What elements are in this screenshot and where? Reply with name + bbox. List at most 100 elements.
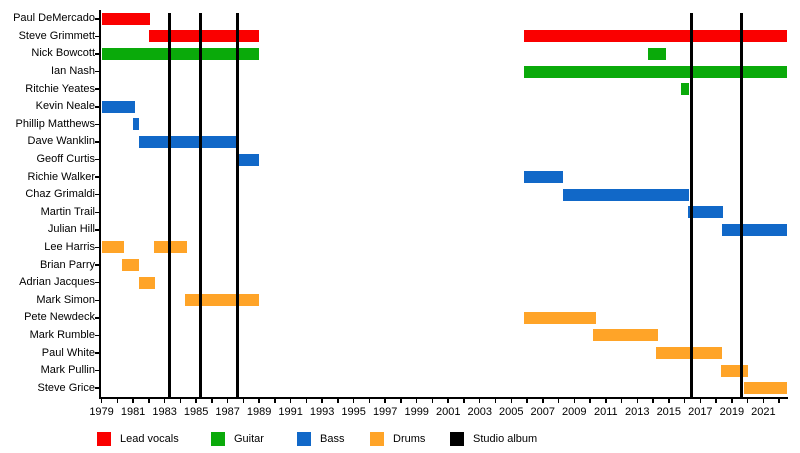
- studio-album-line: [690, 13, 694, 397]
- x-axis-tick: [636, 399, 639, 403]
- y-axis-tick: [95, 334, 99, 337]
- x-axis-tick: [337, 399, 339, 403]
- member-name-label: Ritchie Yeates: [25, 82, 95, 95]
- tenure-bar-bass: [101, 100, 135, 113]
- legend-label: Studio album: [473, 433, 538, 445]
- member-name-label: Phillip Matthews: [15, 117, 95, 130]
- x-axis-tick-label: 1991: [278, 406, 303, 418]
- x-axis-tick: [258, 399, 260, 403]
- x-axis-tick: [431, 399, 434, 403]
- x-axis-tick-label: 1983: [152, 406, 177, 418]
- legend-item-lead_vocals: Lead vocals: [97, 432, 179, 446]
- tenure-bar-guitar: [648, 47, 666, 60]
- member-name-label: Steve Grice: [37, 381, 95, 394]
- x-axis-tick: [195, 399, 197, 403]
- y-axis-tick: [95, 70, 99, 73]
- tenure-bar-bass: [687, 206, 724, 219]
- tenure-bar-guitar: [101, 47, 260, 60]
- x-axis-tick-label: 1981: [120, 406, 146, 418]
- x-axis-tick-label: 1997: [372, 406, 398, 418]
- x-axis-tick: [415, 399, 418, 403]
- tenure-bar-bass: [523, 171, 564, 184]
- x-axis-tick: [762, 399, 765, 403]
- tenure-bar-drums: [593, 329, 658, 342]
- tenure-bar-drums: [122, 259, 140, 272]
- x-axis-tick: [699, 399, 702, 403]
- tenure-bar-guitar: [523, 65, 787, 78]
- x-axis-line: [99, 397, 788, 399]
- y-axis-tick: [95, 281, 99, 284]
- member-name-label: Dave Wanklin: [27, 135, 95, 148]
- x-axis-tick: [242, 399, 245, 403]
- x-axis-tick-label: 2011: [593, 406, 618, 418]
- y-axis-tick: [95, 123, 99, 126]
- x-axis-tick-label: 1999: [404, 406, 429, 418]
- y-axis-tick: [95, 18, 99, 20]
- y-axis-tick: [95, 211, 99, 214]
- y-axis-tick: [95, 141, 99, 143]
- x-axis-tick: [668, 399, 670, 403]
- x-axis-tick-label: 2005: [499, 406, 524, 418]
- member-name-label: Adrian Jacques: [19, 276, 95, 289]
- x-axis-tick: [715, 399, 717, 403]
- x-axis-tick: [226, 399, 229, 403]
- x-axis-tick: [289, 399, 292, 403]
- legend-swatch-album: [450, 432, 464, 446]
- tenure-bar-lead_vocals: [148, 30, 260, 43]
- tenure-bar-bass: [563, 188, 690, 201]
- legend-item-album: Studio album: [450, 432, 537, 446]
- member-name-label: Mark Rumble: [29, 328, 95, 341]
- member-name-label: Kevin Neale: [35, 100, 95, 113]
- studio-album-line: [739, 13, 743, 397]
- plot-area: 1979 1981 1983 1985 1987 1989 1991 1993 1995 1997…: [13, 10, 788, 418]
- x-axis-tick-label: 2021: [751, 406, 776, 418]
- studio-album-line: [199, 13, 203, 397]
- x-axis-tick-label: 1993: [309, 406, 335, 418]
- y-axis-tick: [95, 35, 99, 38]
- y-axis-tick: [95, 229, 99, 231]
- x-axis-tick-label: 1989: [246, 406, 272, 418]
- x-axis-tick: [494, 399, 497, 403]
- x-axis-tick: [620, 399, 623, 403]
- x-axis-tick: [605, 399, 607, 403]
- member-name-label: Geoff Curtis: [36, 153, 96, 166]
- x-axis-tick-label: 2019: [719, 406, 745, 418]
- tenure-bar-lead_vocals: [101, 12, 151, 25]
- x-axis-tick-label: 2007: [530, 406, 555, 418]
- member-name-label: Julian Hill: [47, 223, 95, 236]
- y-axis-tick: [95, 369, 99, 372]
- tenure-bar-drums: [720, 364, 748, 377]
- x-axis-tick-label: 1987: [215, 406, 240, 418]
- member-name-label: Pete Newdeck: [24, 311, 95, 324]
- x-axis-tick: [683, 399, 686, 403]
- legend-label: Bass: [320, 433, 345, 445]
- member-name-label: Paul DeMercado: [13, 12, 95, 25]
- legend-label: Lead vocals: [120, 433, 179, 445]
- x-axis-tick-label: 2009: [562, 406, 587, 418]
- tenure-bar-lead_vocals: [523, 30, 787, 43]
- legend-label: Drums: [393, 433, 426, 445]
- member-name-label: Chaz Grimaldi: [25, 188, 95, 201]
- x-axis-tick: [573, 399, 576, 403]
- x-axis-tick: [274, 399, 276, 403]
- x-axis-tick: [163, 399, 166, 403]
- x-axis-tick: [542, 399, 544, 403]
- y-axis-tick: [95, 317, 99, 319]
- tenure-bar-drums: [523, 311, 597, 324]
- x-axis-tick: [132, 399, 134, 403]
- x-axis-tick: [526, 399, 528, 403]
- member-name-label: Steve Grimmett: [18, 29, 95, 42]
- x-axis-tick: [305, 399, 308, 403]
- tenure-bar-bass: [238, 153, 260, 166]
- x-axis-tick-label: 2015: [656, 406, 682, 418]
- x-axis-tick: [100, 399, 103, 403]
- x-axis-tick: [447, 399, 449, 403]
- studio-album-line: [236, 13, 240, 397]
- x-axis-tick: [557, 399, 560, 403]
- x-axis-tick: [116, 399, 119, 403]
- legend-swatch-drums: [370, 432, 384, 446]
- member-name-label: Ian Nash: [50, 65, 95, 78]
- member-name-label: Lee Harris: [44, 240, 95, 253]
- legend-label: Guitar: [234, 433, 264, 445]
